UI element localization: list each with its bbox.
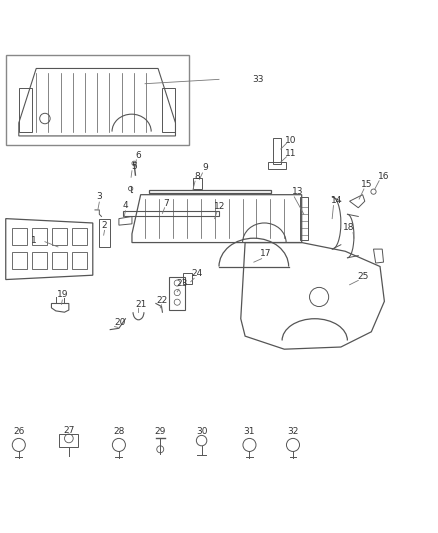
Text: 26: 26: [13, 427, 25, 437]
Bar: [184, 273, 192, 284]
Bar: [162, 88, 176, 132]
Text: 1: 1: [31, 236, 37, 245]
Text: 7: 7: [163, 199, 169, 208]
Text: 12: 12: [214, 203, 226, 212]
Text: 22: 22: [157, 296, 168, 305]
Text: 10: 10: [285, 136, 297, 145]
Text: 23: 23: [177, 279, 188, 288]
Text: 9: 9: [202, 163, 208, 172]
Text: 33: 33: [252, 75, 264, 84]
Text: 4: 4: [123, 201, 128, 210]
Text: 27: 27: [63, 426, 74, 434]
Bar: [52, 252, 67, 269]
Bar: [149, 190, 271, 193]
Bar: [32, 228, 47, 245]
Text: 6: 6: [136, 151, 141, 160]
Text: 21: 21: [135, 300, 146, 309]
Text: 11: 11: [285, 149, 297, 158]
Text: 17: 17: [260, 249, 272, 258]
Text: 5: 5: [131, 162, 137, 171]
Bar: [32, 252, 47, 269]
Bar: [300, 197, 308, 240]
Text: 25: 25: [358, 272, 369, 280]
Text: 16: 16: [378, 172, 389, 181]
Text: 32: 32: [287, 427, 299, 437]
Text: 13: 13: [292, 187, 303, 196]
Bar: [268, 162, 286, 168]
Text: 14: 14: [331, 196, 342, 205]
Bar: [52, 228, 67, 245]
Bar: [6, 55, 188, 144]
Text: 29: 29: [155, 427, 166, 437]
Text: 28: 28: [113, 427, 124, 437]
Bar: [19, 88, 32, 132]
Bar: [169, 277, 185, 310]
Text: 31: 31: [244, 427, 255, 437]
Text: 18: 18: [343, 223, 354, 232]
Bar: [99, 219, 110, 247]
Text: 19: 19: [57, 290, 69, 300]
Bar: [123, 211, 219, 216]
Bar: [72, 252, 87, 269]
Bar: [59, 434, 78, 447]
Text: 20: 20: [114, 318, 125, 327]
Bar: [273, 138, 281, 164]
Bar: [193, 178, 202, 189]
Bar: [72, 228, 87, 245]
Text: 15: 15: [361, 180, 373, 189]
Text: 30: 30: [196, 427, 207, 437]
Text: 24: 24: [191, 269, 203, 278]
Text: 8: 8: [194, 172, 200, 181]
Text: 2: 2: [102, 221, 107, 230]
Text: 3: 3: [96, 192, 102, 201]
Bar: [12, 252, 27, 269]
Bar: [12, 228, 27, 245]
